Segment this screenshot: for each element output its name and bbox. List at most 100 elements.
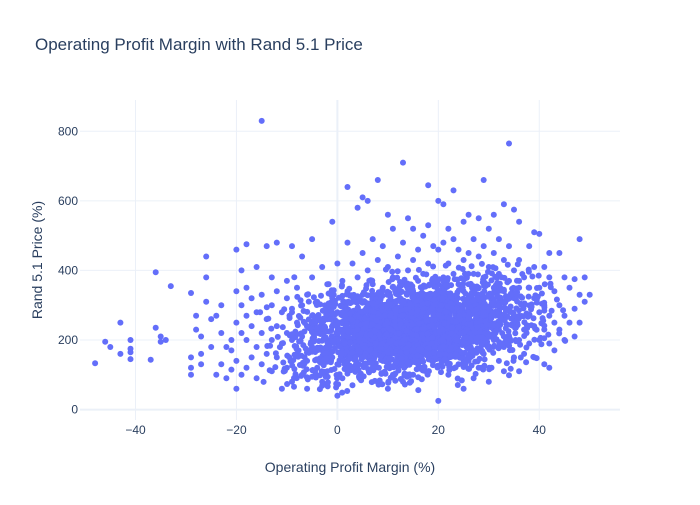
data-point — [415, 346, 422, 353]
data-point — [537, 334, 544, 341]
data-point — [439, 295, 446, 302]
data-point — [263, 243, 270, 250]
data-point — [561, 274, 568, 281]
data-point — [547, 284, 554, 291]
data-point — [348, 292, 355, 299]
data-point — [539, 300, 545, 307]
data-point — [203, 253, 210, 260]
data-point — [473, 306, 480, 313]
data-point — [453, 291, 460, 298]
data-point — [500, 201, 507, 208]
data-point — [420, 284, 426, 291]
data-point — [346, 310, 353, 317]
data-point — [440, 326, 446, 333]
data-point — [551, 288, 558, 295]
data-point — [538, 290, 545, 297]
data-point — [392, 322, 399, 329]
data-point — [576, 291, 583, 298]
data-point — [366, 369, 373, 376]
data-point — [218, 361, 225, 368]
data-point — [473, 319, 480, 326]
data-point — [490, 349, 497, 356]
data-point — [488, 277, 495, 284]
data-point — [481, 356, 488, 363]
data-point — [510, 354, 517, 361]
data-point — [329, 218, 336, 225]
data-point — [257, 309, 264, 316]
data-point — [546, 274, 553, 281]
data-point — [349, 349, 355, 356]
data-point — [546, 340, 553, 347]
data-point — [322, 307, 329, 314]
data-point — [393, 299, 399, 306]
data-point — [485, 264, 492, 270]
data-point — [265, 315, 272, 322]
data-point — [258, 117, 265, 124]
data-point — [410, 225, 417, 232]
data-point — [352, 354, 359, 361]
data-point — [424, 335, 431, 342]
data-point — [576, 319, 583, 326]
data-point — [468, 338, 474, 344]
data-point — [371, 350, 378, 357]
data-point — [198, 333, 205, 340]
data-point — [413, 366, 420, 373]
data-point — [393, 340, 400, 347]
data-point — [321, 325, 327, 332]
data-point — [316, 344, 323, 351]
data-point — [322, 355, 329, 362]
data-point — [396, 283, 403, 289]
x-tick-label: −40 — [125, 423, 146, 437]
data-point — [523, 359, 530, 366]
data-point — [440, 201, 447, 208]
data-point — [495, 302, 502, 309]
data-point — [425, 182, 432, 189]
data-point — [355, 367, 362, 373]
data-point — [258, 361, 265, 368]
data-point — [546, 312, 553, 319]
data-point — [521, 333, 528, 339]
data-point — [460, 385, 467, 392]
data-point — [453, 305, 460, 311]
data-point — [429, 334, 436, 341]
data-point — [541, 322, 548, 329]
data-point — [441, 320, 448, 327]
data-point — [506, 372, 512, 379]
data-point — [334, 375, 341, 382]
data-point — [454, 375, 461, 382]
data-point — [484, 321, 491, 328]
x-tick-label: 40 — [533, 423, 547, 437]
data-point — [238, 302, 245, 309]
data-point — [448, 344, 455, 351]
data-point — [455, 246, 462, 253]
data-point — [312, 367, 319, 374]
data-point — [430, 349, 437, 356]
data-point — [566, 319, 573, 326]
data-point — [512, 324, 519, 331]
data-point — [368, 379, 375, 386]
data-point — [571, 276, 578, 283]
data-point — [486, 306, 493, 312]
data-point — [514, 293, 521, 300]
data-point — [310, 294, 317, 301]
data-point — [389, 276, 396, 283]
data-point — [387, 326, 394, 333]
data-point — [307, 325, 314, 332]
data-point — [291, 383, 297, 390]
points-layer — [92, 117, 593, 404]
data-point — [356, 295, 363, 301]
data-point — [556, 250, 563, 256]
data-point — [571, 305, 578, 312]
data-point — [414, 307, 421, 314]
data-point — [377, 353, 384, 360]
data-point — [376, 331, 383, 338]
data-point — [392, 287, 399, 294]
data-point — [344, 388, 351, 394]
data-point — [228, 366, 235, 373]
data-point — [281, 306, 288, 313]
data-point — [233, 385, 240, 392]
data-point — [319, 382, 326, 389]
data-point — [382, 266, 389, 273]
data-point — [375, 323, 382, 330]
data-point — [495, 357, 502, 364]
